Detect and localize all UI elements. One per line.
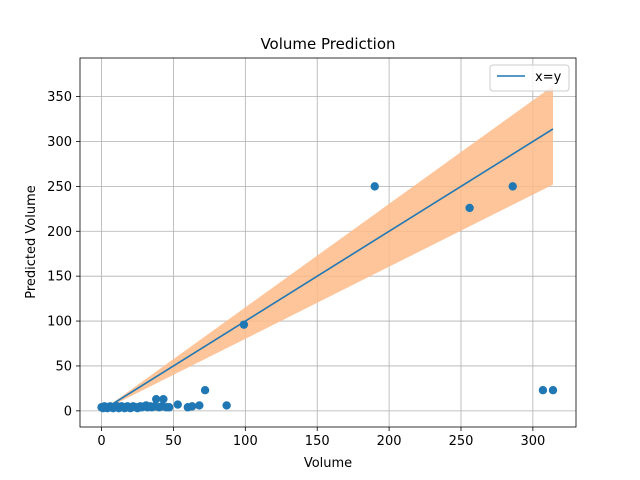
scatter-point xyxy=(164,403,174,412)
scatter-point xyxy=(548,385,558,395)
y-tick-label: 150 xyxy=(47,270,72,285)
grid-lines xyxy=(80,58,576,427)
x-tick-label: 100 xyxy=(233,434,258,449)
scatter-points xyxy=(97,182,558,413)
scatter-point xyxy=(465,203,474,213)
plot-frame xyxy=(79,57,577,428)
confidence-band-area xyxy=(101,85,553,411)
x-tick-label: 50 xyxy=(165,434,182,449)
scatter-point xyxy=(200,385,210,395)
legend: x=y xyxy=(489,64,570,92)
scatter-point xyxy=(508,182,517,191)
y-axis-label: Predicted Volume xyxy=(24,185,39,299)
identity-line-path xyxy=(101,128,554,412)
x-tick-label: 150 xyxy=(305,434,330,449)
y-tick-label: 350 xyxy=(47,90,72,105)
scatter-point xyxy=(173,400,182,409)
y-tick-label: 50 xyxy=(55,359,72,374)
scatter-point xyxy=(159,394,168,404)
scatter-point xyxy=(222,401,231,410)
legend-label-x-equals-y: x=y xyxy=(535,70,562,85)
scatter-point xyxy=(239,320,249,329)
chart-title: Volume Prediction xyxy=(260,35,395,53)
y-tick-label: 100 xyxy=(47,315,72,330)
x-tick-label: 200 xyxy=(377,434,402,449)
x-tick-label: 0 xyxy=(97,434,105,449)
x-axis-ticks: 0 50 100 150 200 250 300 xyxy=(97,427,545,449)
scatter-point xyxy=(151,394,161,404)
identity-line xyxy=(101,128,554,412)
x-axis-label: Volume xyxy=(304,456,352,471)
x-tick-label: 250 xyxy=(449,434,474,449)
legend-box xyxy=(489,64,570,92)
scatter-point xyxy=(370,182,379,191)
confidence-band xyxy=(101,85,553,411)
scatter-point xyxy=(195,401,204,410)
scatter-point xyxy=(187,402,197,411)
y-tick-label: 200 xyxy=(47,225,72,240)
x-tick-label: 300 xyxy=(520,434,545,449)
y-axis-ticks: 0 50 100 150 200 250 300 350 xyxy=(47,90,80,419)
y-tick-label: 250 xyxy=(47,180,72,195)
y-tick-label: 300 xyxy=(47,135,72,150)
y-tick-label: 0 xyxy=(64,404,72,419)
scatter-point xyxy=(538,385,548,395)
